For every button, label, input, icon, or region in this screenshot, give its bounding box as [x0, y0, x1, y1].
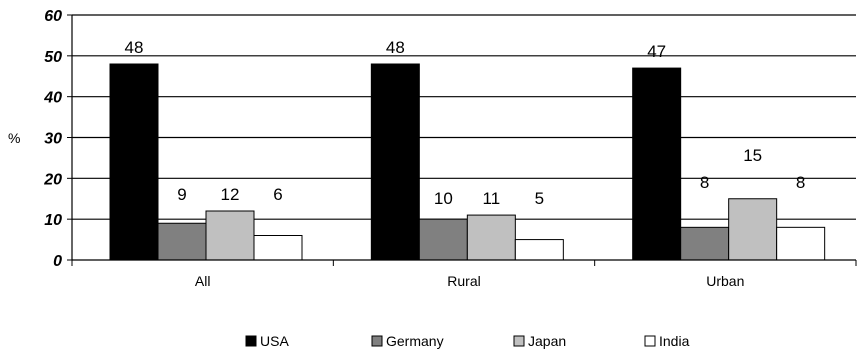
y-tick-label: 0 — [53, 253, 62, 270]
axes: 0 10 20 30 40 50 60 All Rural Urban — [43, 8, 857, 289]
data-label: 12 — [221, 185, 240, 204]
legend-label-india: India — [659, 333, 690, 349]
legend-label-japan: Japan — [528, 333, 566, 349]
bar-japan — [205, 210, 255, 261]
y-tick-label: 10 — [44, 212, 62, 229]
bar-india — [514, 239, 564, 261]
legend: USA Germany Japan India — [245, 333, 690, 349]
bar-usa — [632, 67, 682, 261]
data-label: 47 — [647, 42, 666, 61]
legend-label-usa: USA — [260, 333, 289, 349]
y-axis-label: % — [8, 130, 20, 146]
legend-swatch-japan — [513, 335, 525, 347]
data-label: 5 — [535, 189, 544, 208]
y-tick-label: 50 — [44, 49, 62, 66]
bar-germany — [680, 226, 730, 261]
x-tick-label: Urban — [706, 273, 744, 289]
bar-germany — [157, 222, 207, 261]
data-label: 48 — [386, 38, 405, 57]
gridlines — [72, 14, 856, 220]
x-tick-label: Rural — [447, 273, 480, 289]
data-labels: 48 48 47 9 10 8 12 11 15 6 5 8 — [125, 38, 806, 208]
legend-swatch-germany — [371, 335, 383, 347]
y-tick-label: 30 — [44, 131, 62, 148]
x-tick-label: All — [195, 273, 211, 289]
bar-germany — [418, 218, 468, 261]
data-label: 48 — [125, 38, 144, 57]
legend-label-germany: Germany — [386, 333, 444, 349]
data-label: 11 — [483, 189, 501, 208]
bar-japan — [728, 198, 778, 261]
data-label: 6 — [273, 185, 282, 204]
bar-india — [253, 235, 303, 261]
y-tick-label: 40 — [43, 90, 62, 107]
y-tick-label: 60 — [44, 8, 62, 25]
legend-swatch-india — [644, 335, 656, 347]
legend-swatch-usa — [245, 335, 257, 347]
data-label: 10 — [434, 189, 453, 208]
bar-usa — [109, 63, 159, 261]
data-label: 8 — [700, 173, 709, 192]
bar-japan — [466, 214, 516, 261]
y-tick-label: 20 — [43, 171, 62, 188]
bar-india — [776, 226, 826, 261]
data-label: 8 — [796, 173, 805, 192]
bars — [109, 63, 826, 261]
data-label: 9 — [177, 185, 186, 204]
bar-usa — [370, 63, 420, 261]
data-label: 15 — [743, 146, 762, 165]
